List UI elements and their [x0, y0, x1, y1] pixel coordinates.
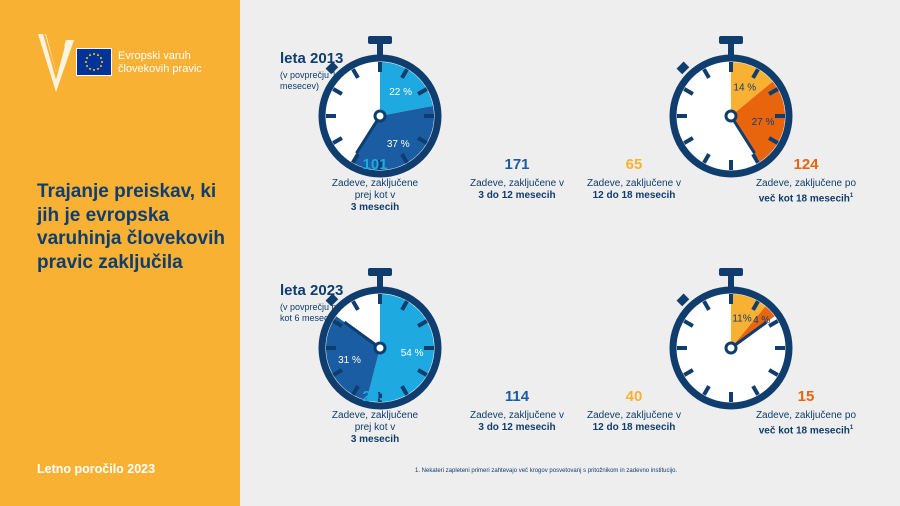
year-label-0: leta 2013 — [280, 50, 344, 67]
stopwatch-0-orange: 14 % 27 % — [669, 36, 793, 178]
year-label-1: leta 2023 — [280, 282, 344, 299]
stopwatch-side-button — [676, 293, 690, 307]
stopwatch-side-button — [325, 293, 339, 307]
value-1-3: 15 — [797, 388, 815, 405]
slice-0-blue-1 — [351, 105, 434, 170]
desc-1-2: Zadeve, zaključene v 12 do 18 mesecih — [587, 410, 681, 433]
stopwatch-side-button — [676, 61, 690, 75]
report-label: Letno poročilo 2023 — [37, 462, 156, 476]
brand-name: Evropski varuh človekovih pravic — [118, 50, 228, 76]
slice-1-orange-0 — [731, 294, 766, 348]
slice-0-orange-0 — [731, 62, 773, 116]
brand-line-1: Evropski varuh — [118, 50, 191, 62]
value-0-0: 101 — [362, 156, 388, 173]
slice-label-1-orange-1: 4 % — [753, 315, 770, 326]
stopwatch-crown — [368, 36, 392, 44]
slice-label-1-orange-0: 11% — [732, 314, 751, 325]
sidebar: Evropski varuh človekovih pravic Trajanj… — [0, 0, 240, 506]
eu-flag-icon — [76, 48, 112, 76]
brand-line-2: človekovih pravic — [118, 63, 202, 75]
value-0-1: 171 — [504, 156, 530, 173]
year-note-0: (v povprečju 13 mesecev) — [280, 70, 342, 91]
value-0-3: 124 — [793, 156, 819, 173]
stopwatch-crown — [719, 268, 743, 276]
value-1-0: 203 — [362, 388, 388, 405]
footnote: 1. Nekateri zapleteni primeri zahtevajo … — [415, 468, 678, 474]
value-0-2: 65 — [625, 156, 643, 173]
slice-label-1-blue-1: 31 % — [338, 355, 361, 366]
stopwatch-0-blue: 22 % 37 % — [318, 36, 442, 178]
stopwatch-1-blue: 54 % 31 % — [318, 268, 442, 410]
slice-1-blue-0 — [366, 294, 434, 402]
stopwatch-crown — [368, 268, 392, 276]
desc-0-2: Zadeve, zaključene v 12 do 18 mesecih — [587, 178, 681, 201]
logo-wing-icon — [38, 33, 74, 92]
value-1-1: 114 — [504, 388, 530, 405]
slice-0-blue-0 — [380, 62, 434, 116]
slice-label-0-blue-0: 22 % — [389, 87, 412, 98]
infographic-title: Trajanje preiskav, ki jih je evropska va… — [37, 181, 225, 273]
stopwatch-1-orange: 11% 4 % — [669, 268, 793, 410]
slice-label-0-orange-0: 14 % — [733, 83, 756, 94]
year-note-1: (v povprečju manj kot 6 mesecev) — [280, 302, 352, 323]
slice-label-1-blue-0: 54 % — [401, 348, 424, 359]
slice-1-orange-1 — [731, 306, 775, 348]
value-1-2: 40 — [625, 388, 643, 405]
main-area: leta 2013 (v povprečju 13 mesecev) 22 % 37 … — [240, 0, 900, 506]
desc-0-3: Zadeve, zaključene po več kot 18 mesecih1 — [755, 178, 857, 205]
slice-label-0-orange-1: 27 % — [752, 117, 775, 128]
stopwatch-side-button — [325, 61, 339, 75]
stopwatch-crown — [719, 36, 743, 44]
slice-label-0-blue-1: 37 % — [387, 139, 410, 150]
ombudsman-logo: Evropski varuh človekovih pravic — [36, 32, 221, 96]
slice-1-blue-1 — [326, 316, 380, 401]
desc-1-3: Zadeve, zaključene po več kot 18 mesecih1 — [755, 410, 857, 437]
